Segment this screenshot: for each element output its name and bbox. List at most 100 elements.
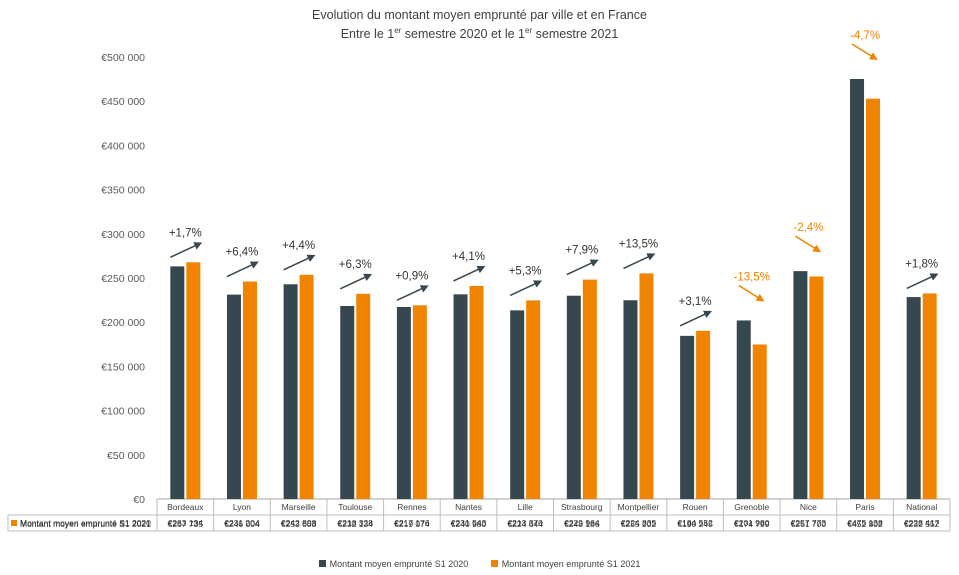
- x-category-label: Grenoble: [734, 502, 769, 512]
- bar-2021-paris: [866, 98, 881, 500]
- bar-2021-nice: [809, 276, 824, 499]
- change-arrow: [623, 253, 656, 270]
- bar-2020-rennes: [396, 307, 411, 499]
- change-label: -13,5%: [734, 271, 770, 283]
- change-label: +1,7%: [169, 227, 202, 239]
- x-category-label: Montpellier: [618, 502, 660, 512]
- table-cell-2021: €232 552: [904, 519, 940, 529]
- x-category-label: Rouen: [683, 502, 708, 512]
- change-label: +13,5%: [619, 238, 658, 250]
- change-label: +0,9%: [395, 270, 428, 282]
- change-arrow: [283, 254, 316, 271]
- bar-2021-grenoble: [752, 344, 767, 499]
- table-cell-2020: €242 898: [281, 518, 317, 528]
- bar-2021-rennes: [412, 305, 427, 499]
- table-cell-2020: €263 134: [168, 518, 204, 528]
- table-cell-2021: €224 644: [507, 519, 543, 529]
- bar-2021-national: [922, 293, 937, 499]
- y-tick-label: €300 000: [101, 229, 145, 241]
- change-arrow: [226, 261, 259, 278]
- y-tick-label: €50 000: [107, 450, 145, 462]
- table-cell-2021: €253 603: [281, 519, 317, 529]
- table-cell-2020: €229 964: [564, 518, 600, 528]
- legend-label-2020: Montant moyen emprunté S1 2020: [329, 559, 469, 569]
- table-row-header-2020: Montant moyen emprunté S1 2020: [20, 518, 151, 528]
- bar-2021-rouen: [696, 330, 711, 499]
- table-cell-2020: €184 552: [677, 518, 713, 528]
- table-cell-2020: €224 835: [621, 518, 657, 528]
- x-category-label: Bordeaux: [167, 502, 204, 512]
- bar-2020-grenoble: [736, 320, 751, 499]
- table-cell-2021: €240 980: [451, 519, 487, 529]
- change-arrow: [566, 259, 599, 276]
- table-row-key-2021: [11, 520, 17, 526]
- bar-2020-bordeaux: [170, 266, 185, 499]
- y-tick-label: €150 000: [101, 361, 145, 373]
- change-label: +6,4%: [225, 247, 258, 259]
- bar-2020-toulouse: [340, 305, 355, 499]
- change-arrow: [738, 284, 765, 302]
- bar-2020-nice: [793, 271, 808, 499]
- bar-2020-lille: [510, 310, 525, 499]
- x-category-label: Nantes: [455, 502, 482, 512]
- y-tick-label: €350 000: [101, 185, 145, 197]
- change-arrow: [453, 265, 486, 282]
- x-category-label: Rennes: [397, 502, 426, 512]
- x-category-label: Lyon: [233, 502, 251, 512]
- legend-item-2020: Montant moyen emprunté S1 2020: [318, 559, 469, 569]
- bar-2021-montpellier: [639, 273, 654, 499]
- change-label: -2,4%: [793, 222, 823, 234]
- bar-2020-montpellier: [623, 300, 638, 499]
- table-cell-2021: €219 074: [394, 519, 430, 529]
- change-label: -4,7%: [850, 30, 880, 42]
- title-line-1: Evolution du montant moyen emprunté par …: [312, 8, 647, 22]
- x-category-label: Strasbourg: [561, 502, 603, 512]
- change-arrow: [794, 235, 822, 253]
- table-cell-2021: €232 134: [338, 519, 374, 529]
- y-tick-label: €450 000: [101, 96, 145, 108]
- change-arrow: [170, 242, 203, 259]
- table-cell-2020: €231 543: [451, 518, 487, 528]
- table-cell-2020: €228 417: [904, 518, 940, 528]
- title-line-2: Entre le 1er semestre 2020 et le 1er sem…: [340, 26, 619, 42]
- bar-2020-paris: [850, 78, 865, 500]
- bar-2021-toulouse: [356, 293, 371, 499]
- x-category-label: Marseille: [282, 502, 316, 512]
- table-cell-2020: €475 138: [847, 518, 883, 528]
- bar-2021-marseille: [299, 274, 314, 499]
- table-cell-2020: €218 328: [338, 518, 374, 528]
- x-category-label: Paris: [855, 502, 874, 512]
- y-tick-label: €0: [133, 494, 145, 506]
- table-cell-2021: €255 202: [621, 519, 657, 529]
- chart-legend: Montant moyen emprunté S1 2020 Montant m…: [0, 559, 959, 569]
- legend-swatch-2020: [318, 560, 326, 567]
- x-category-label: Lille: [518, 502, 533, 512]
- table-row-header-2021: Montant moyen emprunté S1 2021: [20, 519, 151, 529]
- y-tick-label: €200 000: [101, 317, 145, 329]
- change-arrow: [851, 43, 878, 61]
- table-cell-2020: €201 980: [734, 518, 770, 528]
- bar-2020-national: [906, 297, 921, 499]
- change-label: +1,8%: [905, 258, 938, 270]
- legend-item-2021: Montant moyen emprunté S1 2021: [490, 559, 641, 569]
- bar-2020-rouen: [680, 335, 695, 499]
- table-cell-2021: €251 700: [791, 519, 827, 529]
- x-category-label: Toulouse: [338, 502, 372, 512]
- change-arrow: [339, 273, 373, 290]
- y-tick-label: €500 000: [101, 52, 145, 64]
- change-label: +4,4%: [282, 240, 315, 252]
- legend-swatch-2021: [490, 560, 498, 567]
- bar-2020-marseille: [283, 284, 298, 499]
- change-label: +5,3%: [509, 265, 542, 277]
- change-label: +6,3%: [339, 259, 372, 271]
- table-cell-2020: €217 176: [394, 518, 430, 528]
- y-tick-label: €100 000: [101, 406, 145, 418]
- bar-2021-nantes: [469, 285, 484, 499]
- x-category-label: Nice: [800, 502, 817, 512]
- legend-label-2021: Montant moyen emprunté S1 2021: [501, 559, 641, 569]
- table-cell-2021: €246 004: [224, 519, 260, 529]
- bar-2021-lyon: [242, 281, 257, 499]
- bar-2021-strasbourg: [582, 279, 597, 499]
- x-category-label: National: [906, 502, 937, 512]
